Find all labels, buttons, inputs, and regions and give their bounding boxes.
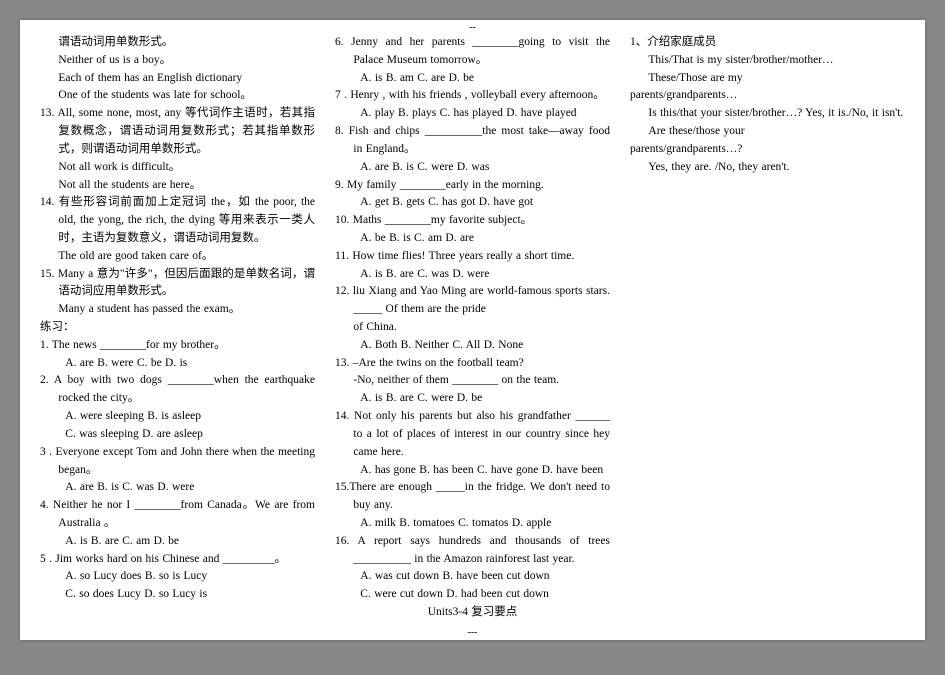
question-3: 3 . Everyone except Tom and John there w… [40,444,315,480]
section-1c: parents/grandparents… [630,87,905,105]
text-line: Not all the students are here。 [40,177,315,195]
question-1-options: A. are B. were C. be D. is [40,355,315,373]
text-line: Neither of us is a boy。 [40,52,315,70]
text-line: One of the students was late for school。 [40,87,315,105]
question-16-options-b: C. were cut down D. had been cut down [335,586,610,604]
section-1f: parents/grandparents…? [630,141,905,159]
question-5-options-a: A. so Lucy does B. so is Lucy [40,568,315,586]
question-16-options-a: A. was cut down B. have been cut down [335,568,610,586]
question-12-cont: of China. [335,319,610,337]
text-line: 谓语动词用单数形式。 [40,34,315,52]
question-5: 5 . Jim works hard on his Chinese and __… [40,551,315,569]
question-4-options: A. is B. are C. am D. be [40,533,315,551]
question-6: 6. Jenny and her parents ________going t… [335,34,610,70]
question-13: 13. –Are the twins on the football team? [335,355,610,373]
question-12-options: A. Both B. Neither C. All D. None [335,337,610,355]
question-13-b: -No, neither of them ________ on the tea… [335,372,610,390]
unit-title: Units3-4 复习要点 [335,604,610,622]
question-9-options: A. get B. gets C. has got D. have got [335,194,610,212]
question-15-options: A. milk B. tomatoes C. tomatos D. apple [335,515,610,533]
question-10: 10. Maths ________my favorite subject。 [335,212,610,230]
question-8-options: A. are B. is C. were D. was [335,159,610,177]
question-12: 12. liu Xiang and Yao Ming are world-fam… [335,283,610,319]
document-page: -- --- 谓语动词用单数形式。 Neither of us is a boy… [20,20,925,640]
question-11: 11. How time flies! Three years really a… [335,248,610,266]
question-5-options-b: C. so does Lucy D. so Lucy is [40,586,315,604]
exercise-label: 练习： [40,319,315,337]
question-2-options-b: C. was sleeping D. are asleep [40,426,315,444]
rule-14: 14. 有些形容词前面加上定冠词 the，如 the poor, the old… [40,194,315,247]
question-3-options: A. are B. is C. was D. were [40,479,315,497]
question-13-options: A. is B. are C. were D. be [335,390,610,408]
text-line: Many a student has passed the exam。 [40,301,315,319]
question-8: 8. Fish and chips __________the most tak… [335,123,610,159]
question-7-options: A. play B. plays C. has played D. have p… [335,105,610,123]
section-1b: These/Those are my [630,70,905,88]
question-10-options: A. be B. is C. am D. are [335,230,610,248]
section-1d: Is this/that your sister/brother…? Yes, … [630,105,905,123]
question-4: 4. Neither he nor I ________from Canada。… [40,497,315,533]
page-bottom-marker: --- [20,627,925,638]
question-7: 7 . Henry , with his friends , volleybal… [335,87,610,105]
text-line: Not all work is difficult。 [40,159,315,177]
section-1: 1、介绍家庭成员 [630,34,905,52]
question-11-options: A. is B. are C. was D. were [335,266,610,284]
question-14-options: A. has gone B. has been C. have gone D. … [335,462,610,480]
text-line: The old are good taken care of。 [40,248,315,266]
section-1g: Yes, they are. /No, they aren't. [630,159,905,177]
rule-13: 13. All, some none, most, any 等代词作主语时，若其… [40,105,315,158]
text-line: Each of them has an English dictionary [40,70,315,88]
question-15: 15.There are enough _____in the fridge. … [335,479,610,515]
section-1e: Are these/those your [630,123,905,141]
question-1: 1. The news ________for my brother。 [40,337,315,355]
question-16: 16. A report says hundreds and thousands… [335,533,610,569]
question-9: 9. My family ________early in the mornin… [335,177,610,195]
question-2-options-a: A. were sleeping B. is asleep [40,408,315,426]
question-14: 14. Not only his parents but also his gr… [335,408,610,461]
text-columns: 谓语动词用单数形式。 Neither of us is a boy。 Each … [40,34,905,624]
section-1a: This/That is my sister/brother/mother… [630,52,905,70]
rule-15: 15. Many a 意为"许多"，但因后面跟的是单数名词，谓语动词应用单数形式… [40,266,315,302]
page-top-marker: -- [20,22,925,33]
question-2: 2. A boy with two dogs ________when the … [40,372,315,408]
question-6-options: A. is B. am C. are D. be [335,70,610,88]
